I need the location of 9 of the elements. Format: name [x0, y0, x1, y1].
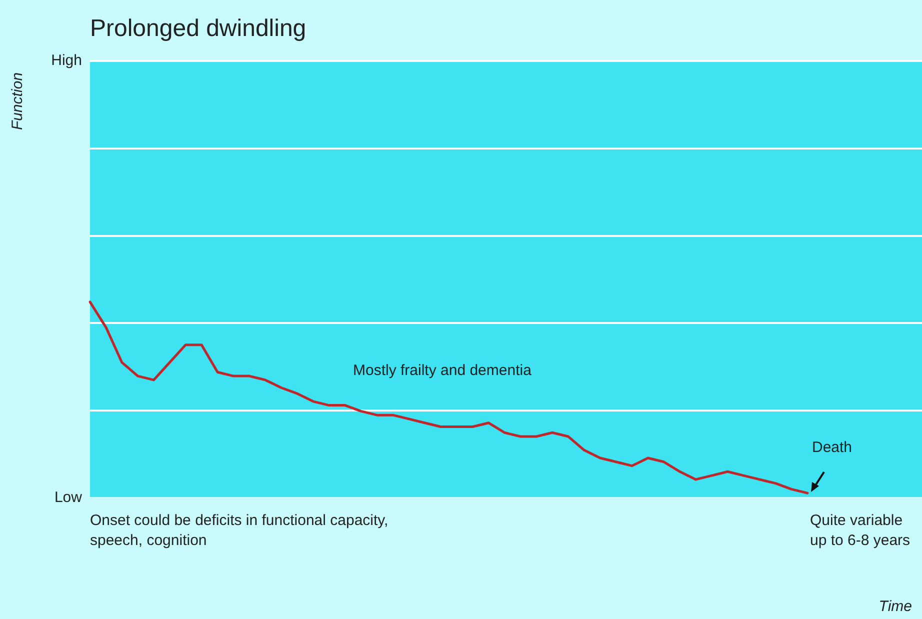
text: Time: [878, 598, 912, 615]
annotation: Death: [812, 439, 852, 456]
annotation: Mostly frailty and dementia: [353, 362, 532, 379]
chart-title: Prolonged dwindling: [90, 15, 306, 42]
text: Function: [9, 72, 26, 130]
text: Quite variable up to 6-8 years: [810, 512, 910, 549]
text: Onset could be deficits in functional capacity, speech, cognition: [90, 512, 388, 549]
text: Low: [54, 489, 82, 506]
text: High: [51, 52, 82, 69]
